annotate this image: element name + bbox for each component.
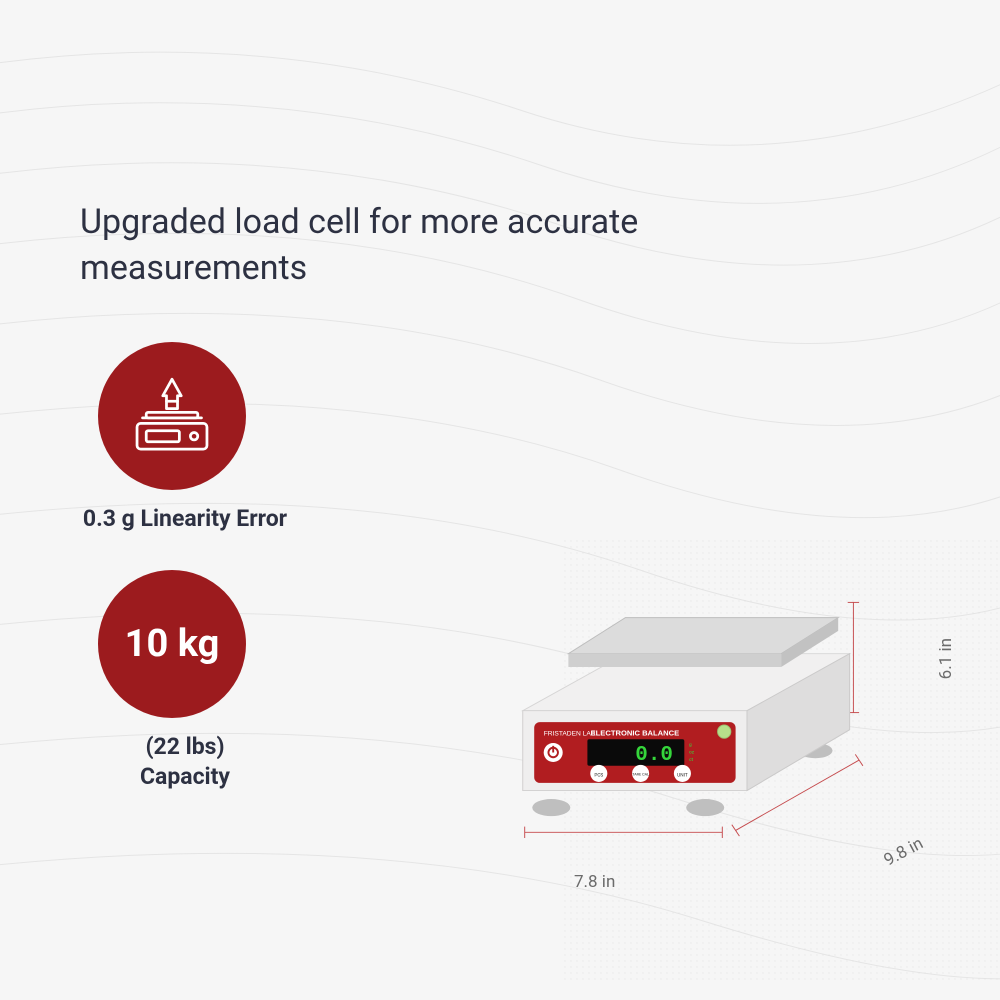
dimension-depth: 9.8 in: [880, 833, 926, 870]
lcd-readout: 0.0: [635, 744, 673, 767]
capacity-value: 10 kg: [125, 625, 220, 663]
scale-flask-icon: [126, 370, 218, 462]
linearity-badge: [98, 342, 246, 490]
device-illustration: FRISTADEN LAB ELECTRONIC BALANCE 0.0 g o…: [500, 560, 920, 880]
linearity-label: 0.3 g Linearity Error: [80, 504, 290, 534]
lcd-unit-g: g: [689, 743, 692, 748]
btn-tare: TARE CAL: [632, 771, 649, 776]
headline: Upgraded load cell for more accurate mea…: [80, 200, 800, 292]
lcd-unit-oz: oz: [689, 750, 695, 755]
device-title: ELECTRONIC BALANCE: [591, 728, 680, 737]
capacity-label: (22 lbs) Capacity: [80, 732, 290, 792]
dimension-width: 7.8 in: [574, 872, 615, 892]
device-brand: FRISTADEN LAB: [544, 730, 596, 737]
btn-pcs: PCS: [594, 772, 603, 778]
capacity-badge: 10 kg: [98, 570, 246, 718]
btn-unit: UNIT: [677, 772, 688, 778]
dimension-height: 6.1 in: [936, 638, 956, 679]
feature-linearity: 0.3 g Linearity Error: [80, 342, 920, 534]
lcd-unit-ct: ct: [689, 757, 693, 763]
